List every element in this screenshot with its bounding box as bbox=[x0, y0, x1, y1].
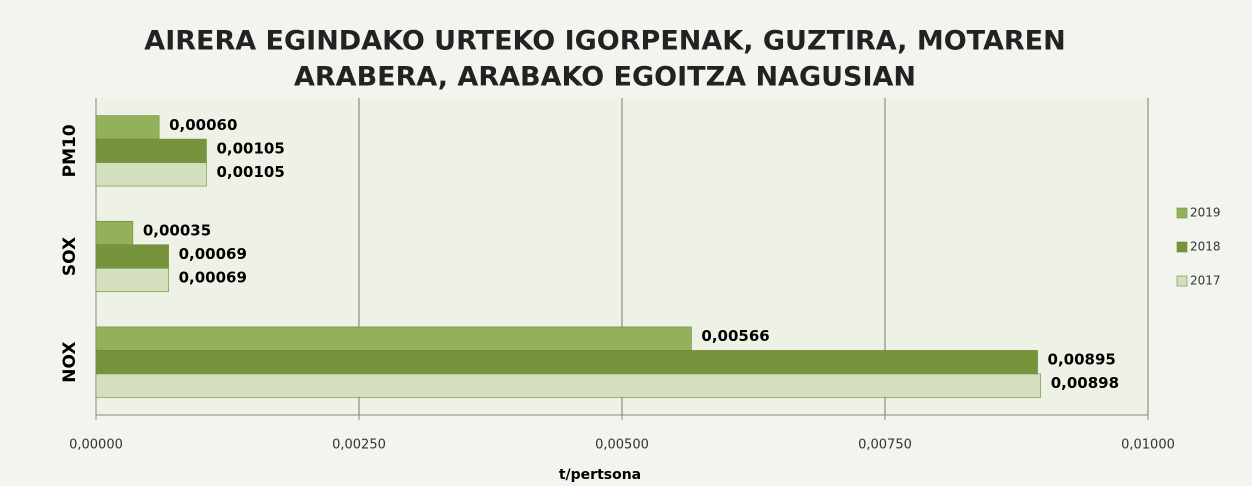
value-label: 0,00895 bbox=[1048, 351, 1116, 369]
x-tick-label: 0,00250 bbox=[332, 438, 386, 453]
bar bbox=[95, 138, 207, 163]
bar bbox=[95, 350, 1038, 375]
x-tick-label: 0,01000 bbox=[1121, 438, 1175, 453]
value-label: 0,00105 bbox=[216, 163, 284, 181]
value-label: 0,00069 bbox=[179, 269, 247, 287]
legend-label: 2017 bbox=[1190, 274, 1221, 288]
category-label: SOX bbox=[60, 237, 80, 276]
bar bbox=[95, 115, 160, 140]
value-label: 0,00035 bbox=[143, 222, 211, 240]
chart-title: ARABERA, ARABAKO EGOITZA NAGUSIAN bbox=[294, 62, 916, 93]
x-tick-label: 0,00500 bbox=[595, 438, 649, 453]
x-tick-label: 0,00000 bbox=[69, 438, 123, 453]
legend-swatch bbox=[1176, 275, 1188, 287]
bar bbox=[95, 244, 169, 269]
chart-title: AIRERA EGINDAKO URTEKO IGORPENAK, GUZTIR… bbox=[144, 26, 1065, 57]
legend-swatch bbox=[1176, 207, 1188, 219]
value-label: 0,00105 bbox=[216, 139, 284, 157]
bar bbox=[95, 162, 207, 187]
x-axis-label: t/pertsona bbox=[559, 467, 641, 483]
x-tick-label: 0,00750 bbox=[858, 438, 912, 453]
value-label: 0,00060 bbox=[169, 116, 237, 134]
value-label: 0,00069 bbox=[179, 245, 247, 263]
legend-label: 2018 bbox=[1190, 240, 1221, 254]
category-label: NOX bbox=[60, 342, 80, 383]
bar bbox=[95, 267, 169, 293]
bar bbox=[95, 373, 1041, 398]
bar bbox=[95, 326, 692, 351]
category-label: PM10 bbox=[60, 124, 80, 177]
bar bbox=[95, 220, 134, 246]
value-label: 0,00898 bbox=[1051, 374, 1119, 392]
legend-swatch bbox=[1176, 241, 1188, 253]
value-label: 0,00566 bbox=[701, 327, 769, 345]
legend-label: 2019 bbox=[1190, 206, 1221, 220]
